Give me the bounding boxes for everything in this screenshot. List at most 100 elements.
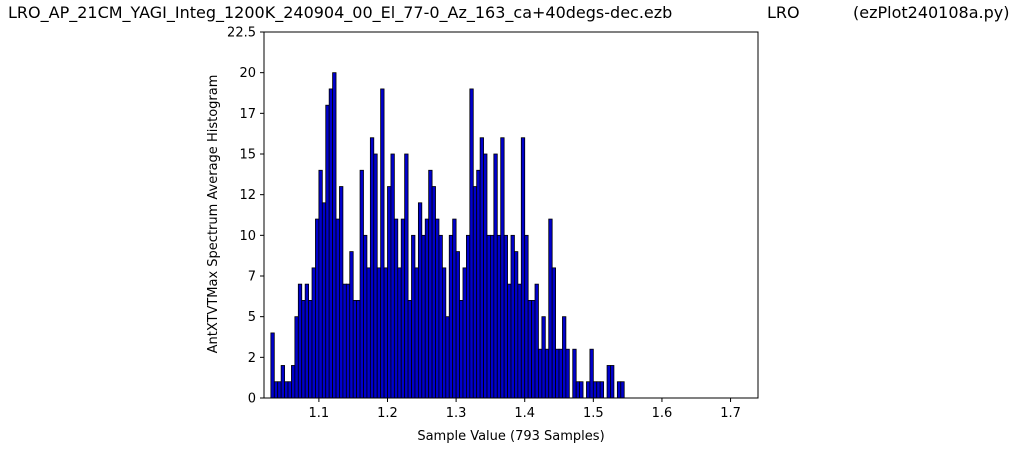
histogram-bar <box>273 381 279 399</box>
histogram-bar <box>359 169 364 399</box>
histogram-bar <box>345 283 351 399</box>
histogram-bar <box>373 153 378 399</box>
histogram-bar <box>301 299 306 399</box>
histogram-bar <box>517 283 522 399</box>
x-tick-label: 1.4 <box>514 406 535 421</box>
y-tick-label: 2 <box>248 351 256 366</box>
histogram-bar <box>462 267 467 399</box>
histogram-bar <box>435 218 440 399</box>
histogram-bar <box>572 348 577 399</box>
histogram-bar <box>400 218 406 399</box>
histogram-bar <box>616 381 622 399</box>
y-tick-label: 22.5 <box>227 26 256 41</box>
histogram-bar <box>507 283 512 399</box>
histogram-bar <box>280 365 285 399</box>
figure-filename: LRO_AP_21CM_YAGI_Integ_1200K_240904_00_E… <box>8 3 673 22</box>
figure-script-name: (ezPlot240108a.py) <box>853 3 1010 22</box>
histogram-bar <box>472 186 478 399</box>
histogram-bar <box>455 251 460 399</box>
histogram-bar <box>592 381 598 399</box>
histogram-bar <box>531 299 536 399</box>
histogram-bar <box>339 186 344 399</box>
histogram-bar <box>349 251 354 399</box>
histogram-bar <box>414 267 419 399</box>
histogram-bar <box>342 283 347 399</box>
histogram-bar <box>541 316 546 399</box>
histogram-bar <box>438 234 443 399</box>
y-tick-label: 17 <box>239 107 256 122</box>
y-axis-ticks: 0 2 5 7 10 12 15 17 20 22.5 <box>227 26 264 407</box>
histogram-bar <box>538 348 543 399</box>
histogram-bar <box>596 381 601 399</box>
histogram-bar <box>606 365 611 399</box>
histogram-bar <box>431 186 436 399</box>
histogram-bar <box>284 381 289 399</box>
x-tick-label: 1.1 <box>309 406 330 421</box>
histogram-bar <box>562 316 567 399</box>
histogram-bar <box>476 169 481 399</box>
histogram-bar <box>479 137 484 399</box>
histogram-bar <box>558 348 563 399</box>
histogram-bar <box>483 153 488 399</box>
histogram-bar <box>503 234 508 399</box>
histogram-bar <box>500 137 505 399</box>
histogram-bar <box>308 299 313 399</box>
histogram-bar <box>297 283 303 399</box>
histogram-bar <box>465 234 471 399</box>
histogram-bar <box>445 316 450 399</box>
figure-station: LRO <box>767 3 800 22</box>
plot-frame <box>263 31 759 399</box>
histogram-bar <box>294 316 299 399</box>
histogram-bar <box>448 234 454 399</box>
histogram-bar <box>441 267 447 399</box>
histogram-bar <box>514 251 519 399</box>
histogram-bar <box>565 348 570 399</box>
y-tick-label: 12 <box>239 188 256 203</box>
histogram-bar <box>369 137 375 399</box>
histogram-bar <box>270 332 275 399</box>
histogram-bar <box>404 153 409 399</box>
histogram-bar <box>328 88 334 399</box>
y-tick-label: 20 <box>239 66 256 81</box>
histogram-bar <box>304 283 310 399</box>
histogram-bars <box>270 72 625 399</box>
histogram-bar <box>424 218 430 399</box>
histogram-bar <box>589 348 594 399</box>
x-tick-label: 1.7 <box>720 406 741 421</box>
histogram-bar <box>548 218 553 399</box>
histogram-bar <box>411 234 416 399</box>
histogram-bar <box>417 202 423 399</box>
histogram-bar <box>380 88 385 399</box>
histogram-bar <box>332 72 337 399</box>
histogram-bar <box>407 299 412 399</box>
histogram-bar <box>544 348 550 399</box>
histogram-bar <box>287 381 292 399</box>
histogram-bar <box>363 234 368 399</box>
histogram-bar <box>356 299 361 399</box>
histogram-bar <box>390 153 395 399</box>
x-tick-label: 1.5 <box>583 406 604 421</box>
histogram-bar <box>452 218 457 399</box>
histogram-bar <box>383 267 388 399</box>
histogram-bar <box>486 234 491 399</box>
y-axis-label: AntXTVTMax Spectrum Average Histogram <box>206 75 221 354</box>
histogram-bar <box>524 234 529 399</box>
histogram-bar <box>493 153 498 399</box>
histogram-bar <box>520 137 526 399</box>
histogram-bar <box>311 267 316 399</box>
x-tick-label: 1.3 <box>446 406 467 421</box>
histogram-bar <box>397 267 402 399</box>
histogram-bar <box>393 218 399 399</box>
x-axis-ticks: 1.1 1.2 1.3 1.4 1.5 1.6 1.7 <box>309 398 741 421</box>
histogram-bar <box>428 169 433 399</box>
histogram-bar <box>586 381 591 399</box>
histogram-bar <box>469 88 474 399</box>
x-tick-label: 1.2 <box>377 406 398 421</box>
y-tick-label: 5 <box>248 310 256 325</box>
histogram-bar <box>387 186 392 399</box>
histogram-bar <box>610 365 615 399</box>
histogram-bar <box>534 283 539 399</box>
histogram-bar <box>318 169 323 399</box>
histogram-bar <box>620 381 625 399</box>
